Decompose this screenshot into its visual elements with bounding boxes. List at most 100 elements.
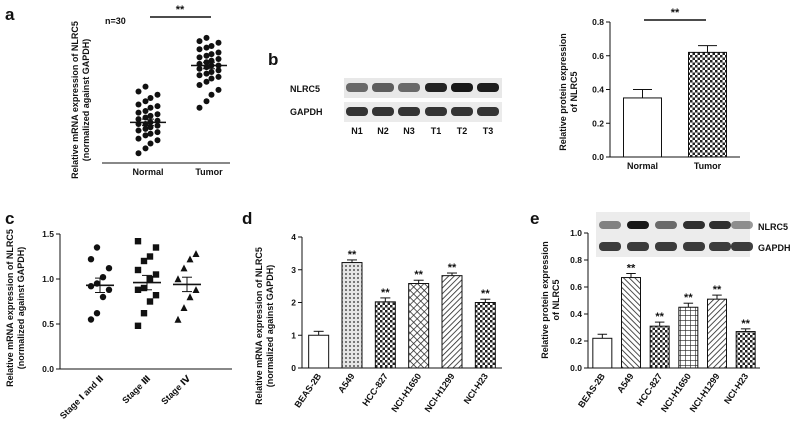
- panel-d-bar: [441, 275, 463, 369]
- panel-d-xtick-label: HCC-827: [360, 371, 390, 407]
- panel-c-point: [180, 264, 188, 272]
- panel-a-point: [208, 51, 215, 58]
- panel-a-point: [135, 109, 142, 116]
- panel-b-western-blot: NLRC5 GAPDH N1 N2 N3 T1 T2 T3: [290, 78, 502, 136]
- panel-a-point: [147, 140, 154, 147]
- panel-d-sig-stars: **: [481, 288, 490, 300]
- panel-a-sig-stars: **: [176, 4, 185, 16]
- blot-b-nlrc5-band: [451, 83, 473, 92]
- panel-c-point: [93, 244, 101, 251]
- panel-d-sig-stars: **: [448, 262, 457, 274]
- panel-a-point: [154, 111, 161, 118]
- blot-b-gapdh-band: [425, 107, 447, 116]
- panel-a-point: [142, 125, 149, 132]
- panel-e-ylabel-2: of NLRC5: [551, 280, 561, 321]
- blot-b-row-gapdh: GAPDH: [290, 107, 323, 117]
- panel-c-point: [140, 257, 148, 265]
- panel-c-point: [152, 292, 160, 299]
- panel-d-xtick-label: BEAS-2B: [292, 371, 323, 410]
- panel-b-ytick-label: 0.2: [592, 118, 604, 128]
- panel-c-ytick-label: 1.5: [42, 229, 54, 239]
- panel-c-point: [192, 286, 200, 293]
- panel-a-ylabel-2: (normalized against GAPDH): [81, 39, 91, 162]
- panel-a-point: [142, 145, 149, 152]
- panel-c-scatter: Relative mRNA expression of NLRC5 (norma…: [5, 229, 232, 421]
- panel-b-ytick-label: 0.0: [592, 152, 604, 162]
- panel-a-point: [142, 98, 149, 105]
- panel-e-ylabel-1: Relative protein expression: [540, 241, 550, 359]
- blot-b-nlrc5-band: [372, 83, 394, 92]
- panel-c-point: [87, 283, 95, 290]
- panel-d-ytick-label: 2: [291, 298, 296, 308]
- panel-e-ytick-label: 1.0: [570, 228, 582, 238]
- panel-a-point: [135, 88, 142, 95]
- panel-a-point: [208, 43, 215, 49]
- panel-a-point: [203, 34, 210, 41]
- panel-c-xtick-label: Stage Ⅲ: [120, 373, 152, 405]
- blot-b-nlrc5-band: [425, 83, 447, 92]
- panel-b-ylabel-1: Relative protein expression: [558, 33, 568, 151]
- panel-e-ytick-label: 0.4: [570, 309, 582, 319]
- panel-c-point: [140, 310, 148, 317]
- panel-d-bar: [408, 283, 430, 369]
- panel-a-xtick-tumor: Tumor: [195, 167, 223, 177]
- panel-a-point: [196, 65, 203, 72]
- panel-a-point: [215, 39, 222, 46]
- panel-c-point: [174, 315, 182, 323]
- blot-e-gapdh-band: [683, 242, 705, 251]
- panel-e-bar: [592, 337, 613, 369]
- panel-a-point: [196, 38, 203, 45]
- panel-b-xtick-label: Tumor: [694, 161, 722, 171]
- panel-c-point: [174, 275, 182, 283]
- panel-a-point: [135, 150, 142, 157]
- panel-d-bar: [308, 334, 330, 369]
- panel-a-xtick-normal: Normal: [132, 167, 163, 177]
- panel-e-xtick-label: NCI-H1299: [688, 371, 722, 414]
- panel-e-bar: [707, 298, 727, 369]
- blot-e-nlrc5-band: [655, 221, 677, 229]
- panel-b-ytick-label: 0.6: [592, 51, 604, 61]
- panel-d-sig-stars: **: [381, 287, 390, 299]
- blot-e-gapdh-band: [709, 242, 731, 251]
- panel-d-ytick-label: 4: [291, 232, 296, 242]
- panel-letter-c: c: [5, 209, 14, 228]
- panel-a-point: [196, 54, 203, 61]
- blot-b-lane-label: T3: [483, 126, 494, 136]
- panel-a-point: [215, 67, 222, 74]
- panel-b-sig-stars: **: [671, 7, 680, 19]
- blot-b-gapdh-band: [451, 107, 473, 116]
- panel-c-ytick-label: 0.5: [42, 319, 54, 329]
- panel-a-point: [154, 91, 161, 98]
- panel-e-ytick-label: 0.0: [570, 363, 582, 373]
- panel-e-bar-chart: Relative protein expression of NLRC5 NLR…: [540, 212, 791, 414]
- blot-e-gapdh-band: [731, 242, 753, 251]
- panel-e-sig-stars: **: [627, 263, 636, 275]
- panel-b-bar: [688, 51, 727, 158]
- panel-e-ytick-label: 0.6: [570, 282, 582, 292]
- panel-a-point: [215, 56, 222, 62]
- panel-a-point: [208, 69, 215, 75]
- panel-a-point: [215, 86, 222, 93]
- panel-a-point: [208, 75, 215, 82]
- panel-a-point: [154, 137, 161, 144]
- panel-d-bar: [374, 301, 396, 369]
- panel-b-xtick-label: Normal: [627, 161, 658, 171]
- panel-b-ylabel-2: of NLRC5: [569, 72, 579, 113]
- blot-b-lane-label: T2: [457, 126, 468, 136]
- panel-c-point: [134, 266, 142, 274]
- blot-e-nlrc5-band: [599, 221, 621, 229]
- panel-a-point: [142, 83, 149, 90]
- panel-e-bar: [678, 306, 699, 369]
- panel-c-point: [99, 293, 107, 301]
- panel-a-point: [147, 130, 154, 137]
- panel-a-point: [147, 104, 154, 111]
- blot-b-row-nlrc5: NLRC5: [290, 84, 320, 94]
- panel-e-ytick-label: 0.2: [570, 336, 582, 346]
- panel-c-point: [134, 238, 142, 245]
- panel-d-xtick-label: NCI-H23: [462, 371, 490, 405]
- blot-e-gapdh-band: [599, 242, 621, 251]
- panel-c-point: [134, 322, 142, 329]
- panel-letter-e: e: [530, 209, 539, 228]
- panel-a-point: [135, 127, 142, 134]
